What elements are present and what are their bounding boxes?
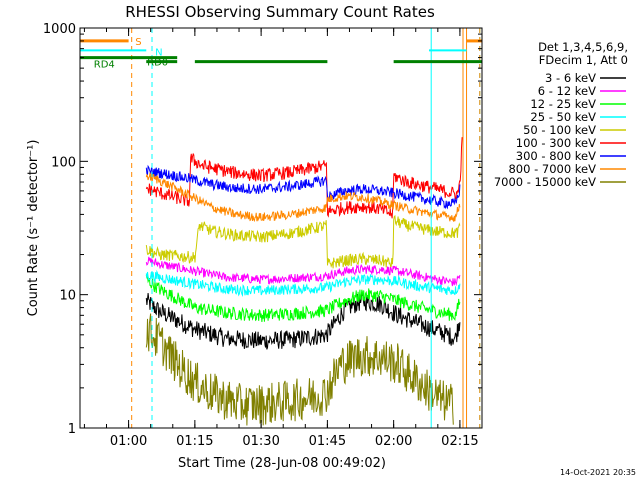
series-line-12-25-kev-kev	[145, 275, 461, 322]
legend-header-line: Det 1,3,4,5,6,9,	[538, 40, 628, 54]
series-line-25-50-kev-kev	[145, 269, 461, 297]
x-tick-label: 01:15	[176, 434, 213, 449]
series-layer	[145, 137, 463, 426]
legend-entry-label: 12 - 25 keV	[530, 97, 596, 111]
x-tick-label: 02:00	[375, 434, 412, 449]
legend-entry-label: 300 - 800 keV	[516, 149, 596, 163]
y-axis-label: Count Rate (s⁻¹ detector⁻¹)	[26, 140, 41, 317]
series-line-800-7000-kev-kev	[145, 172, 461, 223]
series-line-6-12-kev-kev	[145, 256, 461, 287]
timestamp-label: 14-Oct-2021 20:35	[560, 468, 636, 477]
series-line-50-100-kev-kev	[145, 214, 461, 269]
state-label-rd0: RD0	[147, 58, 168, 69]
legend-entry-label: 50 - 100 keV	[523, 123, 596, 137]
vertical-markers-layer	[131, 28, 481, 428]
legend-entry-label: 6 - 12 keV	[538, 84, 596, 98]
series-line-300-800-kev-kev	[145, 164, 461, 210]
plot-frame	[79, 27, 483, 429]
state-label-s: S	[135, 37, 141, 48]
state-label-rd4: RD4	[94, 60, 115, 71]
series-line-3-6-kev-kev	[145, 292, 461, 350]
legend-header-line: FDecim 1, Att 0	[539, 53, 628, 67]
y-tick-label: 1	[68, 422, 76, 437]
x-tick-label: 01:30	[242, 434, 279, 449]
x-axis-label: Start Time (28-Jun-08 00:49:02)	[178, 456, 386, 471]
x-tick-label: 01:45	[309, 434, 346, 449]
legend: Det 1,3,4,5,6,9,FDecim 1, Att 0 3 - 6 keV…	[494, 40, 628, 189]
axes-layer: 01:00 01:15 01:30 01:45 02:00 02:15 1 10 100 1000	[43, 22, 482, 449]
legend-entry-label: 800 - 7000 keV	[508, 162, 596, 176]
x-tick-label: 02:15	[441, 434, 478, 449]
y-tick-label: 10	[59, 289, 76, 304]
state-bars-layer: S N RD4 RD0	[80, 37, 482, 71]
series-line-100-300-kev-kev	[145, 137, 463, 219]
legend-entry-label: 3 - 6 keV	[545, 71, 596, 85]
chart-title: RHESSI Observing Summary Count Rates	[125, 3, 435, 21]
series-line-7000-15000-kev-kev	[145, 313, 454, 426]
legend-entry-label: 7000 - 15000 keV	[494, 175, 596, 189]
x-tick-label: 01:00	[110, 434, 147, 449]
y-tick-label: 1000	[43, 22, 76, 37]
y-tick-label: 100	[51, 155, 76, 170]
legend-entry-label: 100 - 300 keV	[516, 136, 596, 150]
state-label-n: N	[155, 47, 162, 58]
legend-entry-label: 25 - 50 keV	[530, 110, 596, 124]
